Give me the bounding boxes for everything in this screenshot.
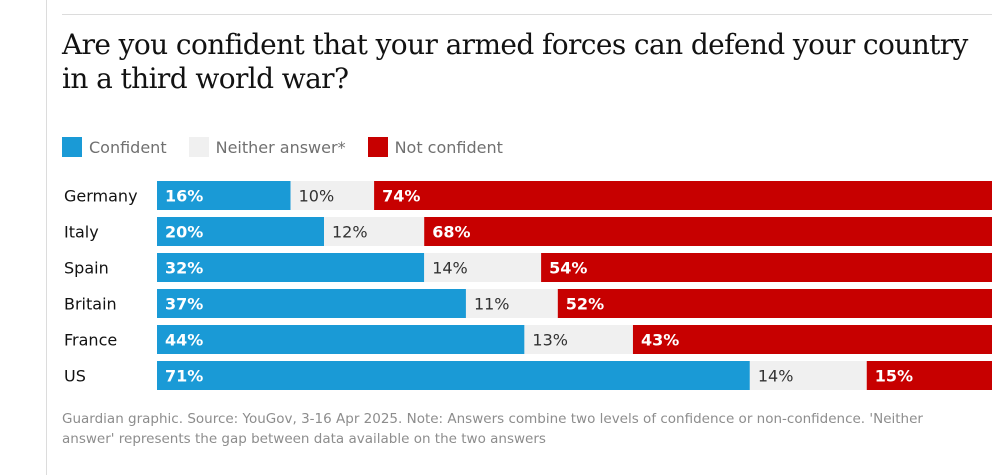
top-divider bbox=[62, 14, 992, 15]
category-label: US bbox=[64, 367, 86, 386]
legend-item-neither: Neither answer* bbox=[188, 137, 346, 157]
bar-segment-confident bbox=[157, 361, 750, 390]
bar-segment-confident bbox=[157, 253, 425, 282]
legend-swatch-neither bbox=[188, 137, 209, 157]
bar-segment-not-confident bbox=[541, 253, 992, 282]
data-label: 15% bbox=[875, 367, 913, 386]
bar-segment-neither-answer bbox=[424, 253, 542, 282]
legend-swatch-not-confident bbox=[367, 137, 388, 157]
data-label: 44% bbox=[165, 331, 203, 350]
bar-segment-not-confident bbox=[374, 181, 993, 210]
data-label: 37% bbox=[165, 295, 203, 314]
legend-label-confident: Confident bbox=[89, 137, 167, 157]
data-label: 14% bbox=[758, 367, 794, 386]
stacked-bar-chart: Germany 16% 10% 74% Italy 20% 12% 68% Spain 32% 14… bbox=[64, 181, 993, 390]
legend-label-neither: Neither answer* bbox=[215, 137, 346, 157]
legend-swatch-confident bbox=[62, 137, 82, 157]
bar-row-france: France 44% 13% 43% bbox=[64, 325, 992, 354]
legend-item-confident: Confident bbox=[62, 137, 167, 157]
bar-segment-not-confident bbox=[424, 217, 992, 246]
source-note: Guardian graphic. Source: YouGov, 3-16 A… bbox=[62, 411, 923, 447]
category-label: Germany bbox=[64, 187, 138, 206]
category-label: Italy bbox=[64, 223, 99, 242]
bar-segment-neither-answer bbox=[524, 325, 633, 354]
bar-segment-neither-answer bbox=[749, 361, 867, 390]
bar-row-britain: Britain 37% 11% 52% bbox=[64, 289, 992, 318]
bar-segment-confident bbox=[157, 217, 324, 246]
data-label: 52% bbox=[566, 295, 604, 314]
data-label: 74% bbox=[382, 187, 420, 206]
category-label: Britain bbox=[64, 295, 117, 314]
bar-segment-confident bbox=[157, 325, 525, 354]
bar-row-spain: Spain 32% 14% 54% bbox=[64, 253, 992, 282]
bar-segment-confident bbox=[157, 181, 291, 210]
data-label: 71% bbox=[165, 367, 203, 386]
data-label: 68% bbox=[432, 223, 470, 242]
data-label: 32% bbox=[165, 259, 203, 278]
data-label: 13% bbox=[532, 331, 568, 350]
category-label: Spain bbox=[64, 259, 109, 278]
bar-row-italy: Italy 20% 12% 68% bbox=[64, 217, 992, 246]
chart-title: Are you confident that your armed forces… bbox=[62, 28, 968, 95]
legend-label-not-confident: Not confident bbox=[394, 137, 503, 157]
data-label: 14% bbox=[432, 259, 468, 278]
bar-segment-neither-answer bbox=[324, 217, 425, 246]
bar-segment-not-confident bbox=[632, 325, 992, 354]
category-label: France bbox=[64, 331, 117, 350]
legend: Confident Neither answer* Not confident bbox=[62, 136, 525, 158]
data-label: 43% bbox=[641, 331, 679, 350]
bar-segment-not-confident bbox=[866, 361, 992, 390]
data-label: 12% bbox=[332, 223, 368, 242]
bar-segment-neither-answer bbox=[290, 181, 375, 210]
left-divider bbox=[46, 0, 47, 475]
bar-segment-neither-answer bbox=[465, 289, 558, 318]
bar-segment-confident bbox=[157, 289, 466, 318]
data-label: 16% bbox=[165, 187, 203, 206]
legend-item-not-confident: Not confident bbox=[367, 137, 503, 157]
data-label: 11% bbox=[474, 295, 510, 314]
bar-row-germany: Germany 16% 10% 74% bbox=[64, 181, 993, 210]
data-label: 54% bbox=[549, 259, 587, 278]
bar-row-us: US 71% 14% 15% bbox=[64, 361, 992, 390]
data-label: 20% bbox=[165, 223, 203, 242]
bar-segment-not-confident bbox=[557, 289, 992, 318]
data-label: 10% bbox=[299, 187, 335, 206]
